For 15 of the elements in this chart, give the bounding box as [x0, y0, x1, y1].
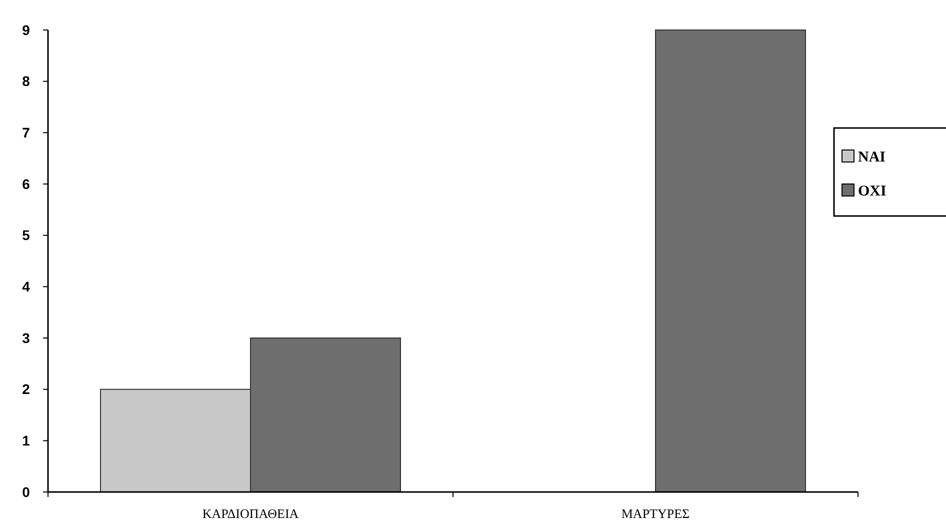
y-tick-label: 3 — [22, 330, 30, 346]
x-tick-label: ΜΑΡΤΥΡΕΣ — [621, 506, 690, 521]
y-tick-label: 7 — [22, 124, 30, 141]
legend-label: ΝΑΙ — [858, 149, 886, 166]
y-tick-label: 1 — [22, 432, 30, 449]
y-tick-label: 5 — [22, 227, 30, 244]
x-tick-label: ΚΑΡΔΙΟΠΑΘΕΙΑ — [202, 506, 300, 521]
y-tick-label: 9 — [22, 22, 30, 38]
y-tick-label: 0 — [22, 484, 30, 500]
y-tick-label: 6 — [22, 176, 30, 192]
bar — [655, 30, 806, 492]
y-tick-label: 8 — [22, 73, 30, 90]
y-tick-label: 4 — [22, 278, 30, 295]
legend-label: ΟΧΙ — [858, 183, 886, 200]
y-tick-label: 2 — [22, 381, 30, 398]
